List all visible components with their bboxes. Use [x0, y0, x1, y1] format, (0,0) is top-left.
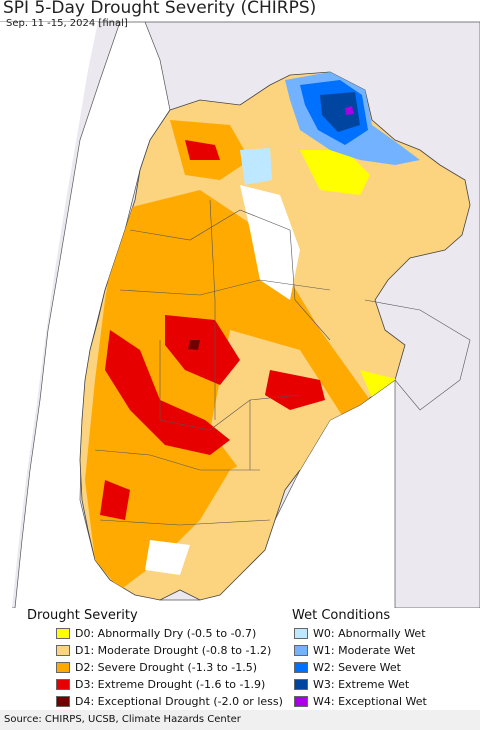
legend-item-d1: D1: Moderate Drought (-0.8 to -1.2) — [56, 643, 271, 657]
wet-area — [240, 148, 272, 185]
wet-area — [80, 580, 90, 598]
swatch-w3 — [294, 678, 308, 690]
swatch-d2 — [56, 661, 70, 673]
swatch-w4 — [294, 695, 308, 707]
d3-extreme-area — [100, 480, 130, 520]
normal-area — [320, 420, 370, 470]
d3-extreme-area — [165, 315, 240, 385]
d3-extreme-area — [185, 140, 220, 160]
normal-area — [240, 185, 300, 300]
legend-item-d3: D3: Extreme Drought (-1.6 to -1.9) — [56, 677, 265, 691]
d3-extreme-area — [105, 330, 230, 455]
legend-item-w3: W3: Extreme Wet — [294, 677, 409, 691]
drought-map — [0, 21, 480, 608]
legend-item-w0: W0: Abnormally Wet — [294, 626, 426, 640]
legend-item-d2: D2: Severe Drought (-1.3 to -1.5) — [56, 660, 257, 674]
map-subtitle: Sep. 11 -15, 2024 [final] — [6, 18, 128, 29]
legend-item-w1: W1: Moderate Wet — [294, 643, 415, 657]
wet-area — [345, 106, 354, 115]
swatch-w1 — [294, 644, 308, 656]
d4-exceptional-area — [188, 340, 200, 350]
swatch-d1 — [56, 644, 70, 656]
source-text: Source: CHIRPS, UCSB, Climate Hazards Ce… — [4, 714, 241, 725]
border-lines — [94, 199, 471, 526]
swatch-d4 — [56, 695, 70, 707]
wet-area — [80, 572, 110, 600]
swatch-w2 — [294, 661, 308, 673]
swatch-d3 — [56, 678, 70, 690]
normal-area — [145, 540, 190, 575]
d0-dry-area — [300, 150, 370, 195]
swatch-w0 — [294, 627, 308, 639]
wet-area — [320, 92, 360, 132]
swatch-d0 — [56, 627, 70, 639]
legend-item-d0: D0: Abnormally Dry (-0.5 to -0.7) — [56, 626, 256, 640]
source-footer: Source: CHIRPS, UCSB, Climate Hazards Ce… — [0, 710, 480, 730]
d3-extreme-area — [265, 370, 325, 410]
legend-item-d4: D4: Exceptional Drought (-2.0 or less) — [56, 694, 283, 708]
legend: Drought Severity Wet Conditions D0: Abno… — [0, 608, 480, 710]
legend-item-w4: W4: Exceptional Wet — [294, 694, 427, 708]
legend-item-w2: W2: Severe Wet — [294, 660, 401, 674]
map-title: SPI 5-Day Drought Severity (CHIRPS) — [3, 0, 317, 18]
drought-legend-heading: Drought Severity — [27, 608, 138, 623]
wet-legend-heading: Wet Conditions — [292, 608, 391, 623]
ocean — [0, 22, 98, 608]
